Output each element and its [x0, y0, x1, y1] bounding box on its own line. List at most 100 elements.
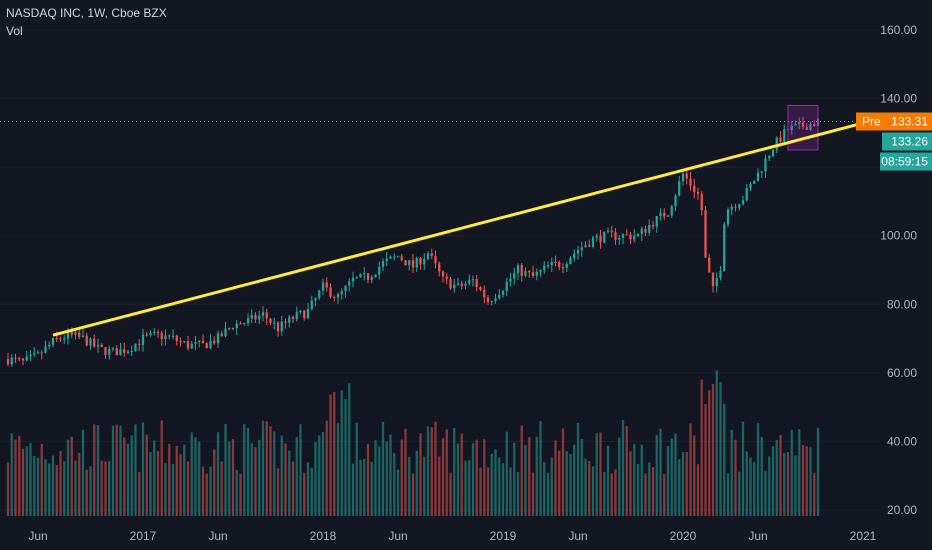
candle-body: [715, 278, 718, 287]
candle-body: [138, 343, 141, 345]
volume-bar: [483, 439, 486, 516]
volume-bar: [258, 439, 261, 516]
candle-body: [224, 328, 227, 337]
volume-bar: [794, 455, 797, 516]
volume-bar: [48, 463, 51, 516]
price-badges: Pre 133.31 133.26 08:59:15: [856, 112, 932, 171]
volume-bar: [205, 473, 208, 516]
candle-body: [235, 323, 238, 329]
candle-body: [756, 172, 760, 182]
volume-bar: [314, 442, 317, 516]
candle-body: [18, 358, 21, 360]
candle-body: [760, 171, 763, 173]
volume-bar: [340, 390, 343, 516]
volume-bar: [618, 437, 621, 516]
volume-bar: [21, 448, 25, 516]
candle-body: [44, 346, 47, 354]
candle-body: [254, 314, 257, 320]
candle-body: [273, 322, 276, 324]
time-tick-label: 2018: [310, 529, 337, 543]
candle-body: [794, 124, 797, 126]
volume-bar: [243, 424, 246, 516]
candle-body: [179, 340, 182, 342]
trendline[interactable]: [52, 117, 879, 337]
time-axis[interactable]: Jun 2017 Jun 2018 Jun 2019 Jun 2020 Jun 2021: [28, 529, 876, 543]
candle-body: [730, 206, 733, 210]
volume-bar: [438, 456, 441, 516]
time-tick-label: 2019: [490, 529, 517, 543]
candle-body: [351, 277, 355, 282]
candle-body: [648, 224, 651, 233]
candle-body: [333, 296, 336, 298]
volume-bar: [33, 455, 36, 516]
candle-body: [59, 338, 62, 340]
candle-body: [164, 335, 167, 340]
price-axis[interactable]: 160.00 140.00 100.00 80.00 60.00 40.00 20.00: [880, 23, 917, 517]
candle-body: [539, 269, 542, 272]
volume-bar: [171, 463, 175, 516]
volume-bar: [569, 454, 572, 516]
candle-body: [606, 230, 610, 232]
volume-bar: [385, 441, 388, 516]
volume-bar: [269, 426, 272, 516]
candle-body: [625, 234, 628, 236]
volume-bar: [6, 462, 10, 516]
candle-body: [516, 265, 520, 274]
volume-bar: [621, 420, 625, 516]
candle-body: [801, 122, 805, 128]
volume-bar: [351, 463, 355, 516]
highlight-box[interactable]: [787, 104, 819, 151]
volume-bar: [464, 460, 467, 516]
candle-body: [74, 332, 77, 335]
volume-bar: [378, 446, 381, 516]
volume-bar: [726, 473, 730, 516]
volume-bar: [674, 433, 677, 516]
volume-bar: [685, 451, 688, 516]
candle-body: [438, 263, 441, 272]
pre-value: 133.31: [891, 115, 928, 129]
volume-bar: [29, 442, 32, 516]
candle-body: [423, 258, 426, 265]
volume-bar: [636, 464, 640, 516]
candle-body: [276, 322, 280, 332]
volume-bar: [783, 453, 786, 516]
candle-body: [329, 287, 332, 297]
candle-body: [738, 204, 741, 208]
candle-body: [456, 283, 460, 285]
volume-bar: [588, 461, 591, 516]
volume-bar: [704, 403, 707, 516]
volume-bar: [408, 456, 411, 516]
time-tick-label: Jun: [748, 529, 767, 543]
candle-body: [501, 291, 505, 295]
candle-body: [145, 334, 148, 336]
volume-bar: [156, 451, 160, 516]
candle-body: [779, 137, 782, 142]
volume-bar: [18, 435, 21, 516]
candle-body: [674, 195, 677, 207]
candle-body: [396, 256, 400, 258]
candle-body: [685, 173, 688, 179]
candle-body: [775, 137, 778, 150]
candle-body: [66, 330, 70, 339]
volume-label[interactable]: Vol: [6, 24, 23, 38]
volume-bar: [273, 431, 276, 516]
candle-body: [389, 256, 392, 259]
candle-body: [419, 258, 422, 265]
candle-body: [115, 348, 118, 356]
candle-body: [498, 294, 501, 299]
volume-bar: [614, 469, 617, 516]
volume-bar: [291, 461, 295, 516]
candle-body: [723, 224, 726, 272]
symbol-title[interactable]: NASDAQ INC, 1W, Cboe BZX: [6, 6, 167, 20]
volume-bar: [389, 434, 392, 516]
volume-bar: [580, 438, 583, 516]
candlesticks: [6, 115, 820, 367]
candle-body: [111, 348, 115, 350]
volume-bar: [513, 442, 516, 516]
volume-bar: [168, 443, 171, 516]
candle-body: [700, 193, 703, 211]
candle-body: [460, 283, 463, 286]
candle-body: [708, 257, 711, 273]
volume-bar: [246, 427, 250, 516]
